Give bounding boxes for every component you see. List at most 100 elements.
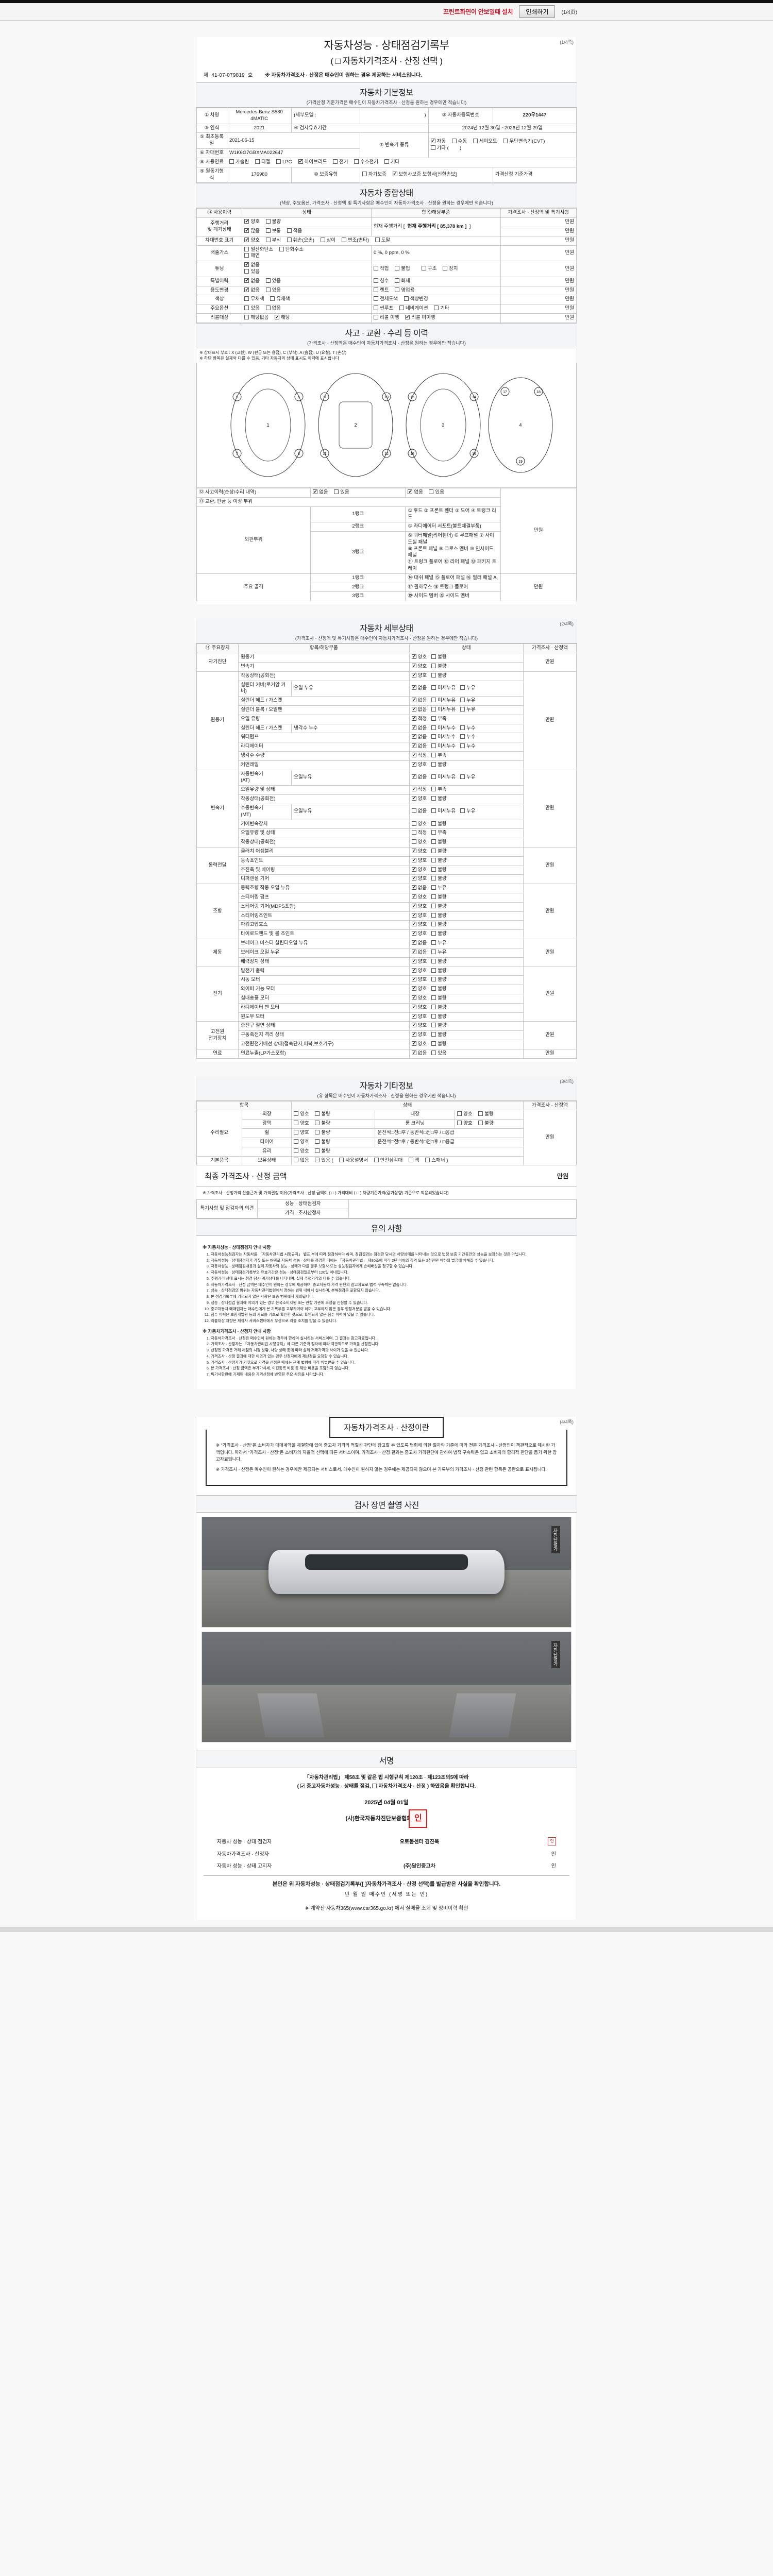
tuning-device[interactable]: 장치 [442,265,458,273]
tuning-yes[interactable]: 있음 [244,269,260,276]
law-checkbox-inspection[interactable] [300,1783,305,1790]
detail-option-미세누유[interactable]: 미세누유 [431,685,456,692]
detail-option-양호[interactable]: 양호 [411,1004,427,1011]
detail-option-양호[interactable]: 양호 [411,1013,427,1021]
detail-option-미세누수[interactable]: 미세누수 [431,725,456,732]
wheel-bad[interactable]: 불량 [315,1130,330,1137]
detail-option-양호[interactable]: 양호 [411,663,427,670]
detail-option-양호[interactable]: 양호 [411,653,427,661]
detail-option-적정[interactable]: 적정 [411,830,427,837]
transmission-option-manual[interactable]: 수동 [451,139,467,145]
detail-option-적정[interactable]: 적정 [411,752,427,759]
detail-option-누유[interactable]: 누유 [460,808,476,815]
detail-option-적정[interactable]: 적정 [411,715,427,723]
accident-yes[interactable]: 있음 [334,489,349,496]
color-full-repaint[interactable]: 전체도색 [374,296,398,303]
detail-option-불량[interactable]: 불량 [431,821,447,828]
detail-option-부족[interactable]: 부족 [431,787,447,793]
detail-option-부족[interactable]: 부족 [431,830,447,837]
vin-corroded[interactable]: 부식 [265,237,281,244]
warranty-option-insurer[interactable]: 보험사보증 보험사[신한손보] [392,171,457,178]
detail-option-양호[interactable]: 양호 [411,839,427,846]
detail-option-불량[interactable]: 불량 [431,1032,447,1039]
basic-jack[interactable]: 잭 [408,1157,419,1164]
detail-option-불량[interactable]: 불량 [431,796,447,803]
fuel-option-hybrid[interactable]: 하이브리드 [298,158,327,166]
detail-option-없음[interactable]: 없음 [411,697,427,704]
transmission-option-semiauto[interactable]: 세미오토 [473,139,497,145]
mileage-few[interactable]: 적음 [287,228,302,235]
fuel-option-lpg[interactable]: LPG [276,159,292,166]
detail-option-없음[interactable]: 없음 [411,733,427,741]
vin-damaged[interactable]: 훼손(오손) [287,237,314,244]
basic-manual[interactable]: 사용설명서 [339,1157,368,1164]
detail-option-양호[interactable]: 양호 [411,893,427,901]
detail-option-양호[interactable]: 양호 [411,1022,427,1029]
detail-option-양호[interactable]: 양호 [411,967,427,975]
tuning-legal[interactable]: 적법 [374,265,389,273]
detail-option-없음[interactable]: 없음 [411,684,427,692]
transmission-option-auto[interactable]: 자동 [430,138,446,145]
detail-option-미세누유[interactable]: 미세누유 [431,706,456,714]
vin-different[interactable]: 상이 [320,237,335,244]
wheel-good[interactable]: 양호 [294,1130,309,1137]
special-fire[interactable]: 화재 [395,278,410,285]
fuel-option-gasoline[interactable]: 가솔린 [229,159,249,166]
detail-option-누유[interactable]: 누유 [460,706,476,714]
detail-option-불량[interactable]: 불량 [431,958,447,965]
fuel-option-hydrogen[interactable]: 수소전기 [354,159,378,166]
special-none[interactable]: 없음 [244,277,260,285]
detail-option-없음[interactable]: 없음 [411,948,427,956]
detail-option-누수[interactable]: 누수 [460,725,476,732]
exchange-yes[interactable]: 있음 [429,489,444,496]
basic-triangle[interactable]: 안전삼각대 [374,1157,402,1164]
detail-option-양호[interactable]: 양호 [411,985,427,993]
option-navigation[interactable]: 네비게이션 [399,306,428,312]
options-yes[interactable]: 있음 [244,306,260,312]
detail-option-불량[interactable]: 불량 [431,912,447,920]
wheel-positions[interactable]: 운전석□전□후 / 동반석□전□후 / □응급 [375,1128,524,1138]
emission-hc[interactable]: 탄화수소 [279,246,304,253]
tuning-illegal[interactable]: 불법 [395,265,410,273]
usage-commercial[interactable]: 영업용 [395,287,414,294]
vin-altered[interactable]: 변조(변타) [341,237,369,244]
option-sunroof[interactable]: 썬루프 [374,306,393,312]
room-good[interactable]: 양호 [457,1121,473,1127]
fuel-option-electric[interactable]: 전기 [332,159,348,166]
detail-option-불량[interactable]: 불량 [431,986,447,993]
detail-option-양호[interactable]: 양호 [411,848,427,855]
basic-spanner[interactable]: 스패너 ) [425,1157,448,1164]
detail-option-불량[interactable]: 불량 [431,839,447,846]
exchange-none[interactable]: 없음 [408,488,423,496]
usage-rent[interactable]: 렌트 [374,287,389,294]
transmission-option-other[interactable]: 기타 ( ) [430,145,461,152]
detail-option-없음[interactable]: 없음 [411,706,427,714]
option-other[interactable]: 기타 [434,306,449,312]
detail-option-없음[interactable]: 없음 [411,773,427,781]
detail-option-양호[interactable]: 양호 [411,903,427,910]
detail-option-있음[interactable]: 있음 [431,1050,447,1057]
detail-option-불량[interactable]: 불량 [431,848,447,855]
glass-good[interactable]: 양호 [294,1148,309,1155]
detail-option-불량[interactable]: 불량 [431,876,447,883]
detail-option-양호[interactable]: 양호 [411,921,427,928]
glass-bad[interactable]: 불량 [315,1148,330,1155]
detail-option-불량[interactable]: 불량 [431,1004,447,1011]
color-chromatic[interactable]: 유채색 [270,296,290,303]
color-changed[interactable]: 색상변경 [404,296,428,303]
detail-option-누유[interactable]: 누유 [431,885,447,892]
usage-none[interactable]: 없음 [244,286,260,294]
detail-option-양호[interactable]: 양호 [411,958,427,965]
detail-option-양호[interactable]: 양호 [411,912,427,920]
detail-option-없음[interactable]: 없음 [411,884,427,892]
detail-option-불량[interactable]: 불량 [431,654,447,661]
tire-good[interactable]: 양호 [294,1139,309,1146]
tire-bad[interactable]: 불량 [315,1139,330,1146]
detail-option-불량[interactable]: 불량 [431,894,447,901]
recall-not-done[interactable]: 리콜 미이행 [405,314,435,321]
detail-option-미세누유[interactable]: 미세누유 [431,774,456,781]
detail-option-불량[interactable]: 불량 [431,672,447,680]
detail-option-불량[interactable]: 불량 [431,903,447,910]
mileage-good[interactable]: 양호 [244,218,260,226]
detail-option-불량[interactable]: 불량 [431,663,447,670]
